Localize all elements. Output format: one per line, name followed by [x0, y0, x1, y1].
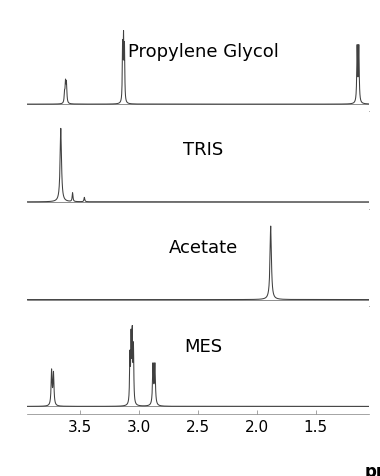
Text: Acetate: Acetate: [169, 238, 238, 256]
Text: TRIS: TRIS: [184, 140, 223, 159]
Text: ppm: ppm: [365, 462, 380, 476]
Text: MES: MES: [184, 337, 223, 355]
Text: Propylene Glycol: Propylene Glycol: [128, 43, 279, 61]
